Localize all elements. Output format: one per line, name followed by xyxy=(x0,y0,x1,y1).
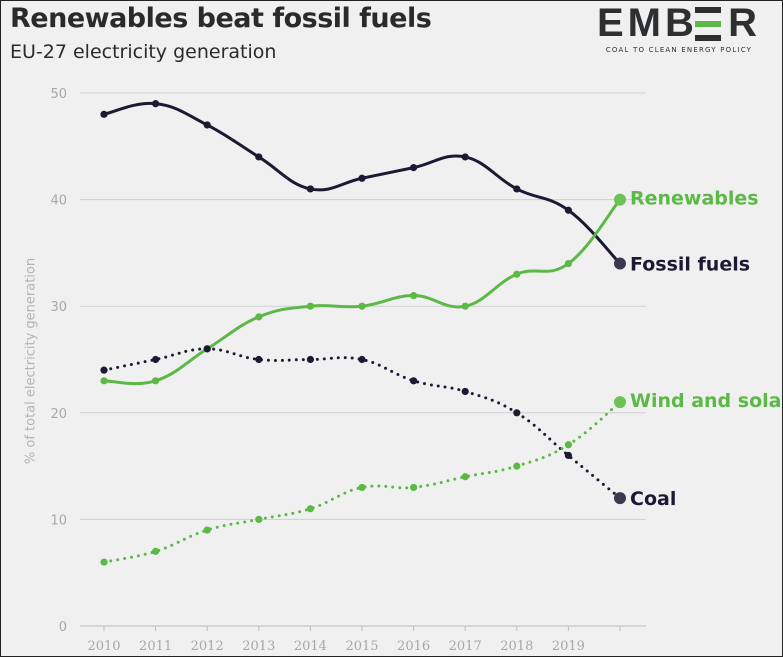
data-point-wind-and-solar xyxy=(358,483,366,492)
data-point-renewables xyxy=(306,302,314,310)
x-tick-label: 2016 xyxy=(397,639,430,654)
x-tick-label: 2010 xyxy=(87,639,120,654)
y-tick-label: 0 xyxy=(59,620,67,635)
data-point-fossil-fuels xyxy=(461,153,469,161)
data-point-fossil-fuels xyxy=(203,121,211,129)
ember-logo: EMB R COAL TO CLEAN ENERGY POLICY xyxy=(587,3,771,55)
data-point-coal xyxy=(358,355,366,364)
x-tick-label: 2014 xyxy=(294,639,327,654)
series-end-marker-renewables xyxy=(614,193,626,206)
x-tick-label: 2018 xyxy=(500,639,533,654)
data-point-fossil-fuels xyxy=(358,174,366,182)
series-line-renewables xyxy=(102,198,622,386)
x-tick-label: 2013 xyxy=(242,639,275,654)
data-point-coal xyxy=(410,377,418,385)
x-tick-label: 2012 xyxy=(191,639,224,654)
series-line-wind-and-solar xyxy=(102,400,622,564)
data-point-coal xyxy=(513,409,521,417)
series-end-marker-fossil-fuels xyxy=(614,257,626,270)
series-label-coal: Coal xyxy=(630,488,676,510)
data-point-wind-and-solar xyxy=(100,558,108,566)
x-tick-label: 2015 xyxy=(345,639,378,654)
x-tick-label: 2019 xyxy=(552,639,585,654)
data-point-fossil-fuels xyxy=(513,185,521,193)
series-label-fossil-fuels: Fossil fuels xyxy=(630,254,750,276)
series-lines xyxy=(100,100,626,566)
data-point-coal xyxy=(255,355,263,364)
data-point-wind-and-solar xyxy=(564,441,573,449)
data-point-wind-and-solar xyxy=(255,515,263,524)
data-point-wind-and-solar xyxy=(203,526,211,534)
data-point-renewables xyxy=(410,291,418,300)
data-point-renewables xyxy=(358,302,366,310)
series-end-marker-wind-and-solar xyxy=(614,396,626,409)
y-tick-label: 30 xyxy=(50,300,67,315)
chart-subtitle: EU-27 electricity generation xyxy=(10,41,277,63)
data-point-coal xyxy=(152,355,160,364)
data-point-wind-and-solar xyxy=(152,547,160,555)
data-point-fossil-fuels xyxy=(152,100,160,108)
data-point-renewables xyxy=(564,259,573,268)
series-end-labels: Fossil fuels Renewables Coal Wind and solar xyxy=(630,188,782,510)
y-tick-label: 50 xyxy=(50,87,67,102)
data-point-fossil-fuels xyxy=(306,185,314,193)
data-point-wind-and-solar xyxy=(513,462,521,470)
data-point-wind-and-solar xyxy=(410,483,418,492)
data-point-coal xyxy=(306,355,314,364)
ember-logo-tagline: COAL TO CLEAN ENERGY POLICY xyxy=(605,46,753,54)
y-tick-label: 10 xyxy=(50,513,67,528)
x-tick-label: 2011 xyxy=(139,639,172,654)
data-point-coal xyxy=(564,451,573,460)
ember-logo-accent-bar xyxy=(695,21,721,27)
data-point-renewables xyxy=(255,313,263,321)
data-point-fossil-fuels xyxy=(100,110,108,118)
data-point-renewables xyxy=(152,377,160,385)
y-tick-label: 40 xyxy=(50,194,67,209)
data-point-fossil-fuels xyxy=(564,206,573,214)
series-label-renewables: Renewables xyxy=(630,188,759,210)
data-point-fossil-fuels xyxy=(410,164,418,172)
data-point-coal xyxy=(203,345,211,353)
data-point-wind-and-solar xyxy=(306,505,314,513)
x-tick-label: 2017 xyxy=(449,639,482,654)
axis-labels: 0 10 20 30 40 50 2010 2011 2012 2013 2014 2015 2016 2… xyxy=(50,87,621,654)
data-point-renewables xyxy=(513,270,521,278)
series-end-marker-coal xyxy=(614,492,626,505)
data-point-coal xyxy=(100,366,108,374)
ember-logo-e-bars xyxy=(695,7,721,41)
ember-logo-wordmark: EMB R xyxy=(597,1,761,45)
data-point-wind-and-solar xyxy=(461,473,469,481)
data-point-renewables xyxy=(100,377,108,385)
series-label-wind-and-solar: Wind and solar xyxy=(630,390,782,412)
y-tick-label: 20 xyxy=(50,407,67,422)
data-point-coal xyxy=(461,387,469,396)
series-line-coal xyxy=(102,347,622,500)
data-point-renewables xyxy=(461,302,469,310)
chart-title: Renewables beat fossil fuels xyxy=(10,3,432,34)
data-point-fossil-fuels xyxy=(255,153,263,161)
series-line-fossil-fuels xyxy=(102,101,622,266)
